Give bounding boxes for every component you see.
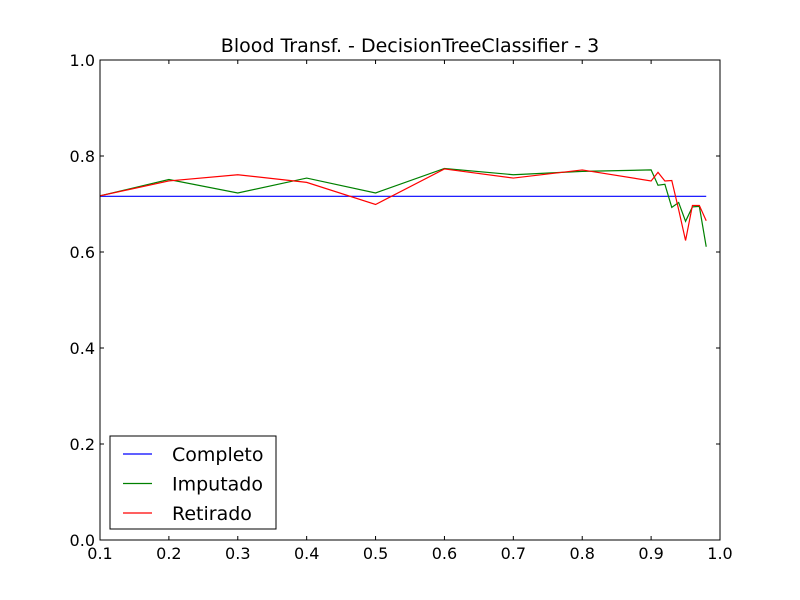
chart-title: Blood Transf. - DecisionTreeClassifier -… <box>221 35 599 57</box>
x-tick-label: 0.4 <box>294 544 319 563</box>
y-tick-label: 0.0 <box>70 531 95 550</box>
series-layer <box>99 167 707 247</box>
x-tick-label: 0.2 <box>156 544 181 563</box>
series-line-retirado <box>99 168 707 241</box>
y-tick-label: 1.0 <box>70 51 95 70</box>
x-tick-label: 0.3 <box>225 544 250 563</box>
y-tick-label: 0.2 <box>70 435 95 454</box>
x-tick-label: 0.1 <box>87 544 112 563</box>
x-tick-labels: 0.1 0.2 0.3 0.4 0.5 0.6 0.7 0.8 0.9 1.0 <box>87 544 732 563</box>
x-tick-label: 0.6 <box>432 544 457 563</box>
x-tick-label: 0.7 <box>501 544 526 563</box>
y-tick-label: 0.4 <box>70 339 95 358</box>
series-line-imputado <box>99 167 707 247</box>
legend-label-completo: Completo <box>172 444 264 466</box>
x-tick-label: 0.9 <box>638 544 663 563</box>
x-tick-label: 1.0 <box>707 544 732 563</box>
y-tick-label: 0.6 <box>70 243 95 262</box>
plot-area-frame <box>99 59 721 541</box>
y-tick-label: 0.8 <box>70 147 95 166</box>
legend: Completo Imputado Retirado <box>109 435 277 530</box>
y-tick-labels: 0.0 0.2 0.4 0.6 0.8 1.0 <box>70 51 95 550</box>
legend-label-retirado: Retirado <box>172 503 252 525</box>
x-tick-label: 0.8 <box>569 544 594 563</box>
x-tick-label: 0.5 <box>363 544 388 563</box>
legend-label-imputado: Imputado <box>172 474 263 496</box>
